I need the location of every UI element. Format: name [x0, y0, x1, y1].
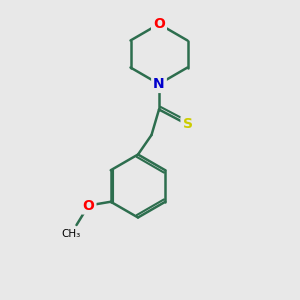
Text: CH₃: CH₃	[61, 229, 80, 239]
Text: O: O	[82, 199, 94, 212]
Text: N: N	[153, 77, 165, 91]
Text: O: O	[153, 17, 165, 31]
Text: S: S	[182, 118, 193, 131]
